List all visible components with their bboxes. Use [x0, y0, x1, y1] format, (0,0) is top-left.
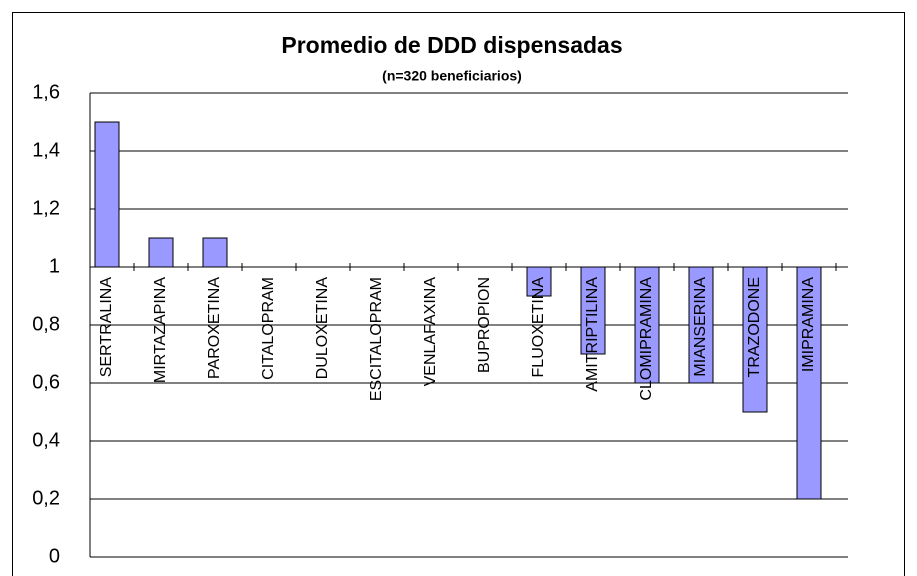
x-tick-label: CITALOPRAM	[260, 277, 277, 380]
x-tick-label: CLOMIPRAMINA	[638, 277, 655, 401]
bar	[148, 237, 174, 268]
x-tick-label: FLUOXETINA	[530, 277, 547, 378]
y-tick-label: 0,4	[32, 429, 60, 451]
bar	[796, 266, 822, 500]
x-tick-label: BUPROPION	[476, 277, 493, 373]
y-tick-label: 1,4	[32, 139, 60, 161]
x-tick-label: ESCITALOPRAM	[368, 277, 385, 401]
x-tick-label: VENLAFAXINA	[422, 277, 439, 387]
y-tick-label: 1	[49, 255, 60, 277]
x-tick-label: MIANSERINA	[692, 277, 709, 377]
y-tick-label: 0	[49, 545, 60, 567]
bar	[688, 266, 714, 384]
bar	[526, 266, 552, 297]
chart-subtitle: (n=320 beneficiarios)	[382, 68, 522, 84]
y-tick-label: 0,2	[32, 487, 60, 509]
bar	[580, 266, 606, 355]
y-tick-label: 0,6	[32, 371, 60, 393]
x-tick-label: AMITRIPTILINA	[584, 277, 601, 392]
bar	[634, 266, 660, 384]
y-tick-label: 1,2	[32, 197, 60, 219]
x-tick-label: TRAZODONE	[746, 277, 763, 377]
y-tick-label: 0,8	[32, 313, 60, 335]
bar	[94, 121, 120, 268]
x-tick-label: PAROXETINA	[206, 277, 223, 379]
chart-border	[12, 12, 905, 576]
bar	[742, 266, 768, 413]
x-tick-label: SERTRALINA	[98, 277, 115, 378]
x-tick-label: DULOXETINA	[314, 277, 331, 380]
chart-title: Promedio de DDD dispensadas	[281, 32, 622, 58]
y-tick-label: 1,6	[32, 81, 60, 103]
x-tick-label: IMIPRAMINA	[800, 277, 817, 372]
bar	[202, 237, 228, 268]
x-tick-label: MIRTAZAPINA	[152, 277, 169, 383]
